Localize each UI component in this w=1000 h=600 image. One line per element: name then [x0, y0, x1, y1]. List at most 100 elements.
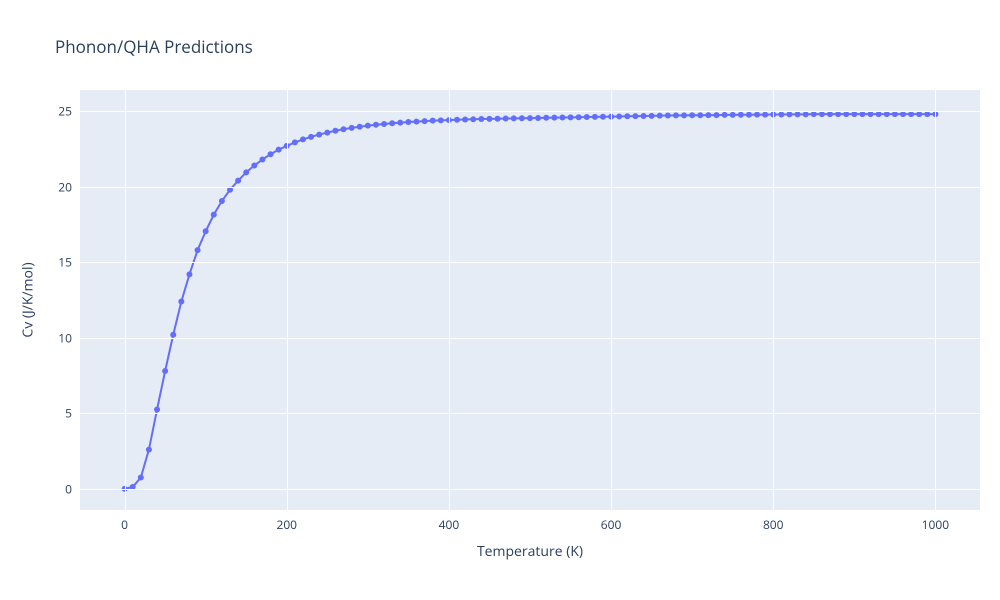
- data-point[interactable]: [665, 113, 671, 119]
- data-point[interactable]: [154, 407, 160, 413]
- x-axis-label: Temperature (K): [477, 542, 583, 561]
- data-point[interactable]: [430, 118, 436, 124]
- x-tick-label: 200: [276, 516, 297, 533]
- x-tick-label: 400: [439, 516, 460, 533]
- data-point[interactable]: [632, 113, 638, 119]
- data-point[interactable]: [332, 128, 338, 134]
- data-point[interactable]: [705, 112, 711, 118]
- data-point[interactable]: [543, 115, 549, 121]
- data-point[interactable]: [405, 119, 411, 125]
- data-point[interactable]: [146, 447, 152, 453]
- data-point[interactable]: [186, 271, 192, 277]
- x-tick-label: 600: [601, 516, 622, 533]
- data-point[interactable]: [535, 115, 541, 121]
- data-point[interactable]: [422, 118, 428, 124]
- data-point[interactable]: [641, 113, 647, 119]
- data-point[interactable]: [235, 178, 241, 184]
- data-point[interactable]: [551, 115, 557, 121]
- data-point[interactable]: [438, 117, 444, 123]
- data-point[interactable]: [624, 113, 630, 119]
- data-point[interactable]: [203, 228, 209, 234]
- data-point[interactable]: [397, 120, 403, 126]
- data-point[interactable]: [162, 368, 168, 374]
- gridline-vertical: [773, 90, 774, 510]
- data-point[interactable]: [778, 111, 784, 117]
- data-point[interactable]: [576, 114, 582, 120]
- data-point[interactable]: [373, 122, 379, 128]
- data-point[interactable]: [673, 112, 679, 118]
- gridline-horizontal: [80, 338, 980, 339]
- data-point[interactable]: [697, 112, 703, 118]
- data-point[interactable]: [178, 299, 184, 305]
- data-point[interactable]: [251, 163, 257, 169]
- data-point[interactable]: [568, 114, 574, 120]
- data-point[interactable]: [308, 134, 314, 140]
- data-point[interactable]: [689, 112, 695, 118]
- data-point[interactable]: [584, 114, 590, 120]
- y-tick-label: 0: [65, 480, 72, 497]
- data-point[interactable]: [762, 112, 768, 118]
- data-point[interactable]: [803, 111, 809, 117]
- data-point[interactable]: [243, 169, 249, 175]
- data-point[interactable]: [276, 147, 282, 153]
- plot-area[interactable]: [80, 90, 980, 510]
- data-point[interactable]: [511, 115, 517, 121]
- data-point[interactable]: [746, 112, 752, 118]
- data-point[interactable]: [616, 113, 622, 119]
- data-point[interactable]: [559, 114, 565, 120]
- data-point[interactable]: [381, 121, 387, 127]
- data-point[interactable]: [592, 114, 598, 120]
- data-point[interactable]: [341, 126, 347, 132]
- data-point[interactable]: [681, 112, 687, 118]
- y-axis-label: Cv (J/K/mol): [19, 262, 38, 337]
- gridline-vertical: [287, 90, 288, 510]
- data-point[interactable]: [738, 112, 744, 118]
- gridline-horizontal: [80, 111, 980, 112]
- x-tick-label: 800: [763, 516, 784, 533]
- data-point[interactable]: [478, 116, 484, 122]
- data-point[interactable]: [268, 151, 274, 157]
- data-point[interactable]: [316, 132, 322, 138]
- data-point[interactable]: [754, 112, 760, 118]
- data-point[interactable]: [713, 112, 719, 118]
- data-point[interactable]: [495, 116, 501, 122]
- y-tick-label: 25: [58, 103, 72, 120]
- x-tick-label: 0: [121, 516, 128, 533]
- gridline-horizontal: [80, 413, 980, 414]
- data-point[interactable]: [138, 475, 144, 481]
- data-point[interactable]: [486, 116, 492, 122]
- gridline-vertical: [125, 90, 126, 510]
- data-point[interactable]: [527, 115, 533, 121]
- data-point[interactable]: [462, 116, 468, 122]
- data-point[interactable]: [259, 156, 265, 162]
- data-point[interactable]: [219, 198, 225, 204]
- data-series: [80, 90, 980, 510]
- data-point[interactable]: [730, 112, 736, 118]
- data-point[interactable]: [795, 111, 801, 117]
- data-point[interactable]: [454, 117, 460, 123]
- y-tick-label: 20: [58, 178, 72, 195]
- data-point[interactable]: [300, 136, 306, 142]
- y-tick-label: 15: [58, 254, 72, 271]
- data-point[interactable]: [649, 113, 655, 119]
- data-point[interactable]: [413, 119, 419, 125]
- gridline-vertical: [611, 90, 612, 510]
- data-point[interactable]: [389, 120, 395, 126]
- data-point[interactable]: [349, 125, 355, 131]
- gridline-horizontal: [80, 262, 980, 263]
- data-point[interactable]: [365, 123, 371, 129]
- data-point[interactable]: [292, 139, 298, 145]
- data-point[interactable]: [357, 124, 363, 130]
- data-point[interactable]: [722, 112, 728, 118]
- data-point[interactable]: [786, 111, 792, 117]
- data-point[interactable]: [600, 114, 606, 120]
- data-point[interactable]: [211, 212, 217, 218]
- data-point[interactable]: [470, 116, 476, 122]
- gridline-vertical: [935, 90, 936, 510]
- data-point[interactable]: [657, 113, 663, 119]
- data-point[interactable]: [503, 116, 509, 122]
- data-point[interactable]: [195, 247, 201, 253]
- gridline-horizontal: [80, 187, 980, 188]
- data-point[interactable]: [324, 130, 330, 136]
- data-point[interactable]: [519, 115, 525, 121]
